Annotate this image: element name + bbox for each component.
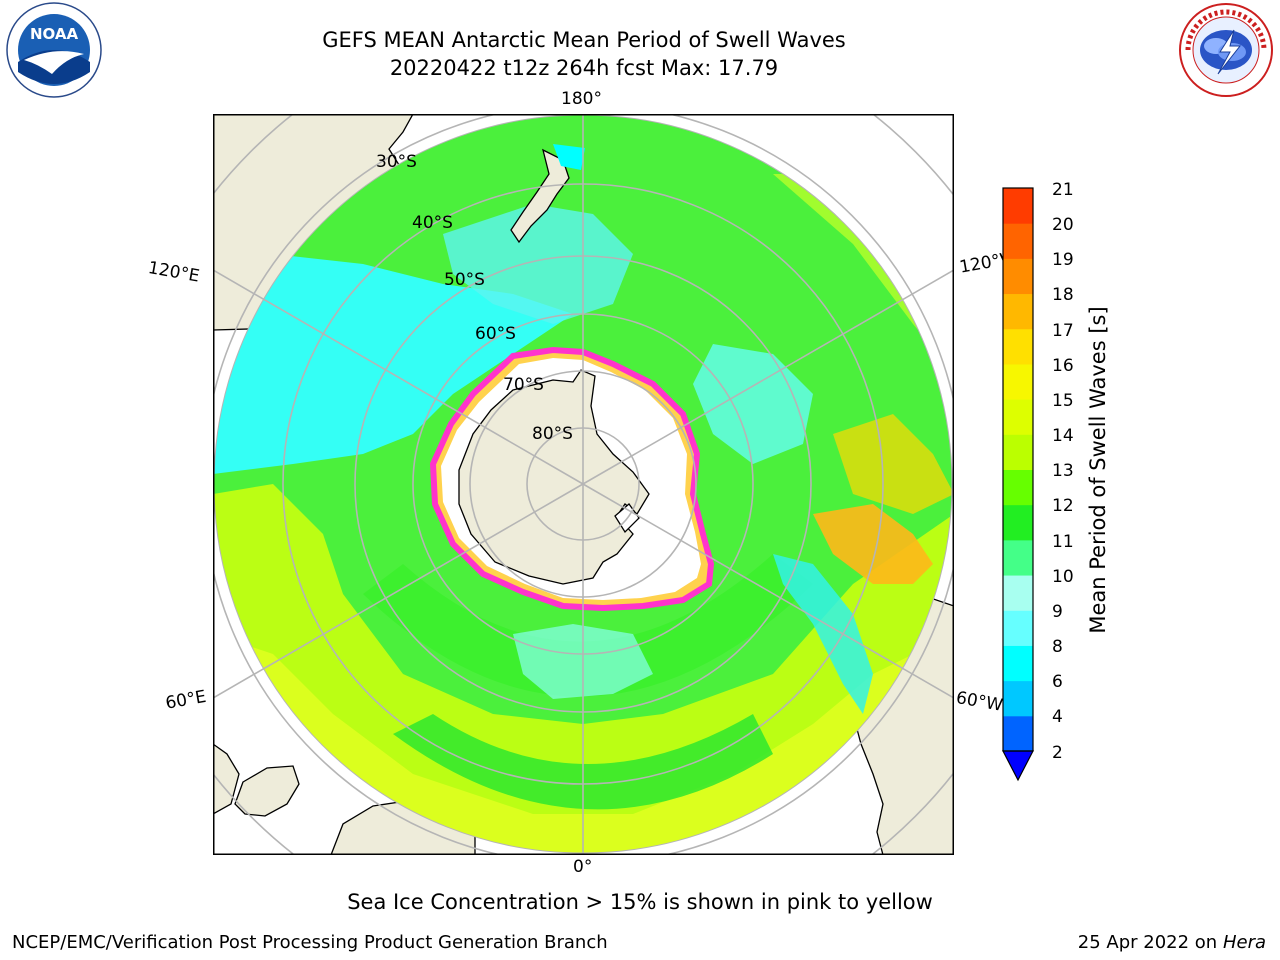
madagascar-landmass [234, 765, 300, 817]
colorbar-tick-12: 12 [1052, 496, 1074, 516]
colorbar-band-6-8 [1003, 645, 1033, 682]
colorbar-tick-16: 16 [1052, 356, 1074, 376]
colorbar-tick-17: 17 [1052, 321, 1074, 341]
footer-machine: Hera [1222, 932, 1266, 953]
colorbar-tick-4: 4 [1052, 707, 1063, 727]
colorbar-tick-9: 9 [1052, 602, 1063, 622]
colorbar-label: Mean Period of Swell Waves [s] [1086, 306, 1110, 634]
colorbar-band-17-18 [1003, 293, 1033, 330]
noaa-logo-text: NOAA [30, 25, 79, 43]
colorbar-band-11-12 [1003, 504, 1033, 541]
lat-label-50s: 50°S [444, 270, 485, 290]
noaa-logo: NOAA [6, 2, 102, 98]
colorbar-tick-21: 21 [1052, 180, 1074, 200]
colorbar-tick-11: 11 [1052, 532, 1074, 552]
sea-ice-note: Sea Ice Concentration > 15% is shown in … [347, 890, 933, 914]
lat-label-40s: 40°S [412, 213, 453, 233]
lat-label-30s: 30°S [376, 152, 417, 172]
colorbar-band-15-16 [1003, 363, 1033, 400]
colorbar-band-8-9 [1003, 610, 1033, 646]
colorbar-tick-6: 6 [1052, 672, 1063, 692]
colorbar-tick-10: 10 [1052, 567, 1074, 587]
colorbar-tick-15: 15 [1052, 391, 1074, 411]
lat-label-60s: 60°S [475, 324, 516, 344]
new-zealand-landmass [510, 148, 570, 244]
nws-logo [1179, 3, 1273, 97]
colorbar-band-16-17 [1003, 328, 1033, 365]
colorbar-band-9-10 [1003, 575, 1033, 611]
colorbar-band-19-20 [1003, 223, 1033, 259]
lat-label-70s: 70°S [503, 375, 544, 395]
footer-date-text: 25 Apr 2022 on [1077, 932, 1223, 953]
colorbar-tick-20: 20 [1052, 215, 1074, 235]
colorbar-band-14-15 [1003, 399, 1033, 435]
footer-credit: NCEP/EMC/Verification Post Processing Pr… [12, 932, 608, 953]
colorbar-band-2-4 [1003, 715, 1033, 752]
colorbar-band-4-6 [1003, 680, 1033, 717]
lon-label-60w: 60°W [954, 688, 1005, 716]
lat-label-80s: 80°S [532, 424, 573, 444]
colorbar-extend-arrow [1002, 750, 1034, 782]
lon-label-0: 0° [573, 857, 593, 877]
colorbar-tick-14: 14 [1052, 426, 1074, 446]
chart-title: GEFS MEAN Antarctic Mean Period of Swell… [322, 28, 846, 52]
polar-map [213, 114, 954, 855]
colorbar-tick-8: 8 [1052, 637, 1063, 657]
colorbar-band-18-19 [1003, 258, 1033, 295]
lon-label-180: 180° [561, 89, 602, 109]
graticule [213, 114, 954, 855]
colorbar-tick-18: 18 [1052, 285, 1074, 305]
map-frame [213, 114, 954, 855]
chart-subtitle: 20220422 t12z 264h fcst Max: 17.79 [389, 56, 779, 80]
colorbar-band-13-14 [1003, 434, 1033, 470]
colorbar-band-10-11 [1003, 539, 1033, 576]
colorbar [1002, 187, 1034, 782]
colorbar-tick-2: 2 [1052, 743, 1063, 763]
lon-label-60e: 60°E [164, 686, 208, 714]
colorbar-tick-19: 19 [1052, 250, 1074, 270]
footer-date: 25 Apr 2022 on Hera [1078, 932, 1266, 953]
colorbar-band-20-21 [1003, 188, 1033, 224]
colorbar-tick-13: 13 [1052, 461, 1074, 481]
lon-label-120e: 120°E [146, 258, 201, 287]
colorbar-frame [1002, 187, 1034, 752]
colorbar-band-12-13 [1003, 469, 1033, 506]
